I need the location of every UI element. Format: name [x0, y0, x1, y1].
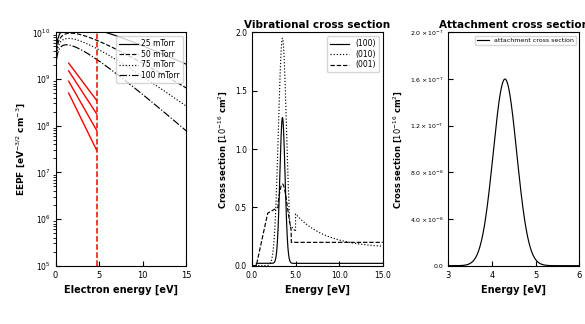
- attachment cross section: [503, 78, 510, 82]
- Y-axis label: EEPF [eV$^{-3/2}$ cm$^{-3}$]: EEPF [eV$^{-3/2}$ cm$^{-3}$]: [14, 102, 27, 196]
- attachment cross section: [501, 77, 508, 81]
- 75 mTorr: [155, 85, 162, 89]
- (001): [304, 240, 311, 244]
- 25 mTorr: [116, 35, 123, 39]
- X-axis label: Energy [eV]: Energy [eV]: [481, 285, 546, 295]
- (001): [377, 240, 384, 244]
- Y-axis label: Cross section [$10^{-16}$ cm$^2$]: Cross section [$10^{-16}$ cm$^2$]: [216, 89, 229, 209]
- 25 mTorr: [72, 24, 79, 28]
- 50 mTorr: [116, 49, 123, 53]
- 100 mTorr: [183, 129, 190, 133]
- (001): [279, 182, 286, 186]
- 25 mTorr: [179, 61, 186, 64]
- 100 mTorr: [179, 126, 186, 130]
- 50 mTorr: [52, 74, 59, 77]
- 100 mTorr: [52, 82, 59, 86]
- (100): [304, 261, 311, 265]
- 25 mTorr: [59, 28, 66, 32]
- 75 mTorr: [65, 37, 72, 40]
- 25 mTorr: [112, 34, 119, 38]
- X-axis label: Electron energy [eV]: Electron energy [eV]: [64, 285, 178, 295]
- (010): [271, 230, 278, 234]
- 25 mTorr: [179, 61, 186, 64]
- 50 mTorr: [155, 70, 162, 74]
- attachment cross section: [498, 87, 505, 90]
- (100): [379, 261, 386, 265]
- Title: Vibrational cross section: Vibrational cross section: [245, 20, 390, 30]
- 25 mTorr: [52, 69, 59, 73]
- 75 mTorr: [116, 60, 123, 64]
- (010): [304, 223, 311, 227]
- 100 mTorr: [116, 74, 123, 78]
- (100): [279, 116, 286, 120]
- (010): [263, 264, 270, 268]
- (001): [363, 240, 370, 244]
- attachment cross section: [535, 260, 542, 264]
- attachment cross section: [547, 264, 554, 268]
- 100 mTorr: [59, 44, 66, 48]
- 75 mTorr: [52, 77, 59, 81]
- (010): [363, 243, 370, 247]
- 50 mTorr: [179, 84, 186, 88]
- 75 mTorr: [179, 102, 186, 106]
- Line: 75 mTorr: 75 mTorr: [56, 39, 187, 106]
- Line: 50 mTorr: 50 mTorr: [56, 33, 187, 88]
- (001): [271, 207, 278, 211]
- X-axis label: Energy [eV]: Energy [eV]: [285, 285, 350, 295]
- (100): [298, 261, 305, 265]
- attachment cross section: [445, 264, 452, 268]
- 25 mTorr: [155, 51, 162, 54]
- 100 mTorr: [179, 126, 186, 130]
- Line: (001): (001): [252, 184, 383, 266]
- Title: Attachment cross section: Attachment cross section: [439, 20, 585, 30]
- (100): [363, 261, 370, 265]
- 75 mTorr: [183, 104, 190, 108]
- attachment cross section: [458, 263, 465, 267]
- (010): [279, 36, 286, 40]
- 50 mTorr: [112, 47, 119, 51]
- (010): [298, 219, 305, 223]
- (010): [377, 244, 384, 248]
- Line: 25 mTorr: 25 mTorr: [56, 26, 187, 71]
- (001): [263, 215, 270, 219]
- (010): [379, 244, 386, 248]
- (100): [377, 261, 384, 265]
- attachment cross section: [549, 264, 556, 268]
- Line: 100 mTorr: 100 mTorr: [56, 45, 187, 131]
- Legend: 25 mTorr, 50 mTorr, 75 mTorr, 100 mTorr: 25 mTorr, 50 mTorr, 75 mTorr, 100 mTorr: [116, 36, 183, 83]
- (100): [249, 264, 256, 268]
- 75 mTorr: [179, 102, 186, 106]
- 100 mTorr: [112, 71, 119, 75]
- (001): [249, 264, 256, 268]
- Legend: (100), (010), (001): (100), (010), (001): [327, 36, 379, 72]
- (010): [249, 264, 256, 268]
- 50 mTorr: [183, 86, 190, 90]
- 100 mTorr: [155, 106, 162, 110]
- (001): [379, 240, 386, 244]
- 75 mTorr: [59, 38, 66, 42]
- (100): [263, 261, 270, 265]
- attachment cross section: [576, 264, 583, 268]
- 25 mTorr: [183, 62, 190, 66]
- 50 mTorr: [67, 31, 74, 35]
- (100): [271, 260, 278, 264]
- Line: attachment cross section: attachment cross section: [448, 79, 579, 266]
- 100 mTorr: [63, 43, 70, 47]
- 50 mTorr: [59, 34, 66, 38]
- Line: (100): (100): [252, 118, 383, 266]
- (001): [298, 240, 305, 244]
- Y-axis label: Cross section [$10^{-16}$ cm$^2$]: Cross section [$10^{-16}$ cm$^2$]: [391, 89, 404, 209]
- 50 mTorr: [179, 84, 186, 88]
- 75 mTorr: [112, 58, 119, 62]
- Line: (010): (010): [252, 38, 383, 266]
- Legend: attachment cross section: attachment cross section: [475, 36, 576, 45]
